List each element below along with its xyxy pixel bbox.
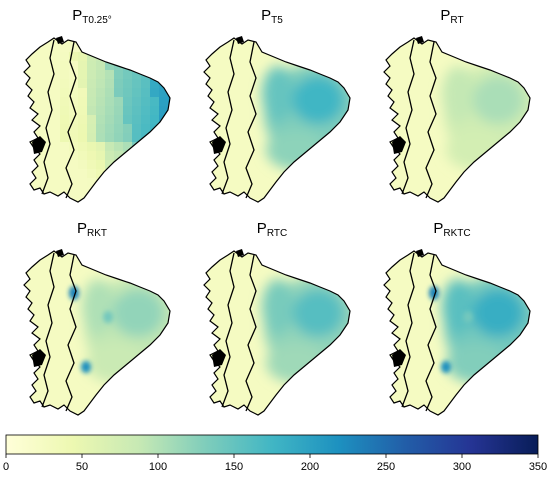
- panel-title: PRKT: [77, 220, 107, 239]
- colorbar-ticks: 0 50 100 150 200 250 300 350: [3, 454, 547, 473]
- panel-title-subscript: T5: [271, 15, 283, 26]
- panel-title-base: P: [433, 220, 443, 237]
- andes-eastern-line: [245, 254, 257, 412]
- country-map: [383, 249, 531, 416]
- panel-title: PRTC: [257, 220, 287, 239]
- map-panel-rktc: PRKTC: [383, 220, 531, 416]
- country-map: [203, 36, 351, 203]
- map-panel-rkt: PRKT: [23, 220, 171, 416]
- colorbar-tick-label: 300: [453, 461, 471, 473]
- country-map: [23, 36, 171, 203]
- andes-eastern-line: [425, 41, 437, 199]
- panel-title-subscript: RTC: [267, 228, 287, 239]
- andes-western-line: [41, 39, 55, 195]
- panel-title: PRKTC: [433, 220, 470, 239]
- coastal-gulf-mark: [392, 349, 406, 367]
- northern-coast-mark: [56, 249, 64, 257]
- panel-title: PT5: [261, 7, 283, 26]
- colorbar: 0 50 100 150 200 250 300 350: [3, 434, 547, 473]
- andes-western-line: [221, 39, 235, 195]
- northern-coast-mark: [56, 36, 64, 44]
- andes-eastern-line: [425, 254, 437, 412]
- andes-eastern-line: [245, 41, 257, 199]
- northern-coast-mark: [236, 249, 244, 257]
- colorbar-tick-label: 100: [149, 461, 167, 473]
- northern-coast-mark: [416, 36, 424, 44]
- andes-eastern-line: [65, 254, 77, 412]
- country-border: [383, 250, 531, 416]
- coastal-gulf-mark: [392, 136, 406, 154]
- panel-title-base: P: [257, 220, 267, 237]
- panel-title-base: P: [77, 220, 87, 237]
- andes-eastern-line: [65, 41, 77, 199]
- coastal-gulf-mark: [32, 136, 46, 154]
- country-border: [23, 37, 171, 203]
- colorbar-tick-label: 0: [3, 461, 9, 473]
- colorbar-tick-label: 250: [377, 461, 395, 473]
- colorbar-tick-label: 50: [76, 461, 88, 473]
- panel-title-subscript: RT: [450, 15, 463, 26]
- northern-coast-mark: [236, 36, 244, 44]
- country-map: [203, 249, 351, 416]
- country-map: [383, 36, 531, 203]
- panel-title-base: P: [440, 7, 450, 24]
- northern-coast-mark: [416, 249, 424, 257]
- country-border: [23, 250, 171, 416]
- coastal-gulf-mark: [212, 136, 226, 154]
- colorbar-tick-label: 150: [225, 461, 243, 473]
- country-map: [23, 249, 171, 416]
- andes-western-line: [41, 252, 55, 408]
- andes-western-line: [401, 252, 415, 408]
- panel-title: PT0.25°: [72, 7, 112, 26]
- coastal-gulf-mark: [212, 349, 226, 367]
- coastal-gulf-mark: [32, 349, 46, 367]
- colorbar-tick-label: 200: [301, 461, 319, 473]
- country-border: [203, 250, 351, 416]
- map-panel-t5: PT5: [203, 7, 351, 203]
- andes-western-line: [401, 39, 415, 195]
- panel-title-base: P: [72, 7, 82, 24]
- panel-title-subscript: T0.25°: [82, 15, 112, 26]
- andes-western-line: [221, 252, 235, 408]
- colorbar-tick-label: 350: [529, 461, 547, 473]
- panel-title: PRT: [440, 7, 463, 26]
- country-border: [383, 37, 531, 203]
- map-panel-rt: PRT: [383, 7, 531, 203]
- map-panel-t025: PT0.25°: [23, 7, 171, 203]
- panel-title-subscript: RKT: [87, 228, 107, 239]
- colorbar-gradient: [5, 434, 539, 455]
- map-panel-rtc: PRTC: [203, 220, 351, 416]
- country-border: [203, 37, 351, 203]
- panel-title-base: P: [261, 7, 271, 24]
- panel-title-subscript: RKTC: [443, 228, 470, 239]
